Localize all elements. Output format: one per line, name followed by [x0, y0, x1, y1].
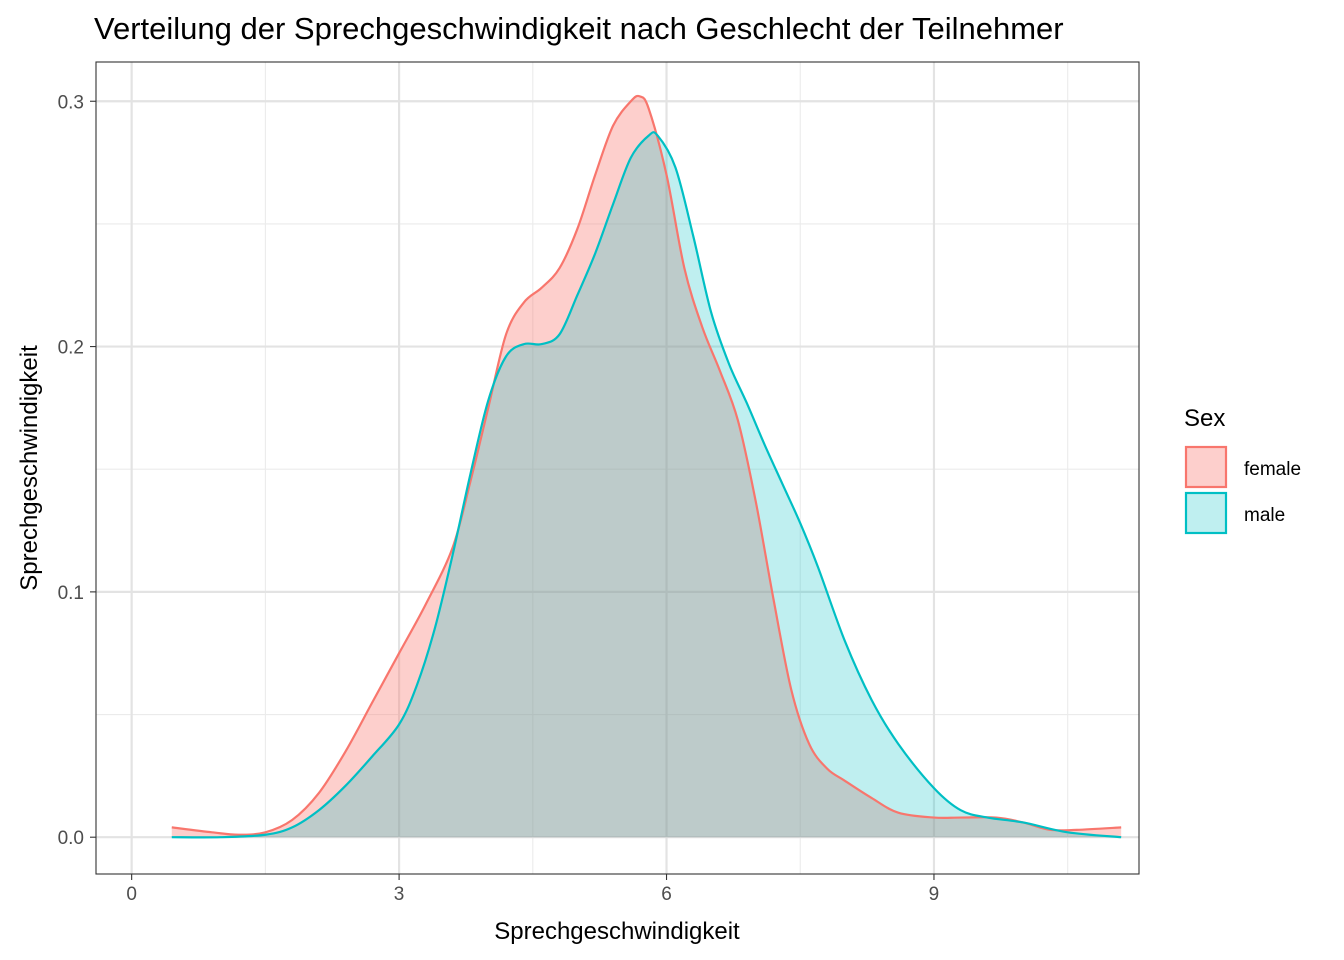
y-axis-title: Sprechgeschwindigkeit: [16, 345, 43, 591]
grid-lines: [96, 62, 1139, 874]
legend: Sex female male: [1184, 405, 1301, 535]
density-line-male: [171, 131, 1122, 839]
legend-title: Sex: [1184, 405, 1225, 432]
legend-key-bg: [1185, 492, 1227, 534]
plot-panel: [96, 62, 1139, 874]
x-axis-ticks: 0 3 6 9: [126, 874, 939, 905]
panel-border: [95, 61, 1140, 875]
legend-swatch-female: [1184, 445, 1228, 489]
legend-key-bg: [1185, 446, 1227, 488]
y-tick-label: 0.2: [58, 338, 84, 359]
chart-title: Verteilung der Sprechgeschwindigkeit nac…: [94, 11, 1064, 46]
x-tick-label: 0: [126, 884, 137, 905]
x-axis-title: Sprechgeschwindigkeit: [494, 918, 740, 945]
density-area-female: [171, 95, 1122, 838]
x-tick-label: 6: [661, 884, 672, 905]
x-tick-label: 3: [394, 884, 405, 905]
y-tick-label: 0.3: [58, 92, 84, 113]
density-lines: [171, 94, 1122, 839]
density-area-male: [171, 132, 1122, 838]
density-line-female: [171, 94, 1122, 836]
x-tick-label: 9: [929, 884, 940, 905]
y-axis-ticks: 0.0 0.1 0.2 0.3: [58, 92, 96, 849]
y-tick-label: 0.1: [58, 583, 84, 604]
legend-items: female male: [1184, 445, 1301, 535]
legend-label-female: female: [1244, 459, 1301, 480]
legend-swatch-male: [1184, 491, 1228, 535]
y-tick-label: 0.0: [58, 828, 84, 849]
density-areas: [171, 95, 1122, 838]
legend-label-male: male: [1244, 505, 1285, 526]
